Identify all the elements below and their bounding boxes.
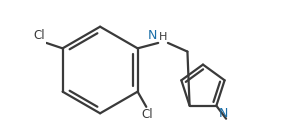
Text: Cl: Cl: [34, 29, 45, 42]
Text: N: N: [148, 29, 157, 42]
Text: N: N: [218, 108, 228, 120]
Text: Cl: Cl: [141, 108, 153, 121]
Text: H: H: [159, 32, 167, 42]
